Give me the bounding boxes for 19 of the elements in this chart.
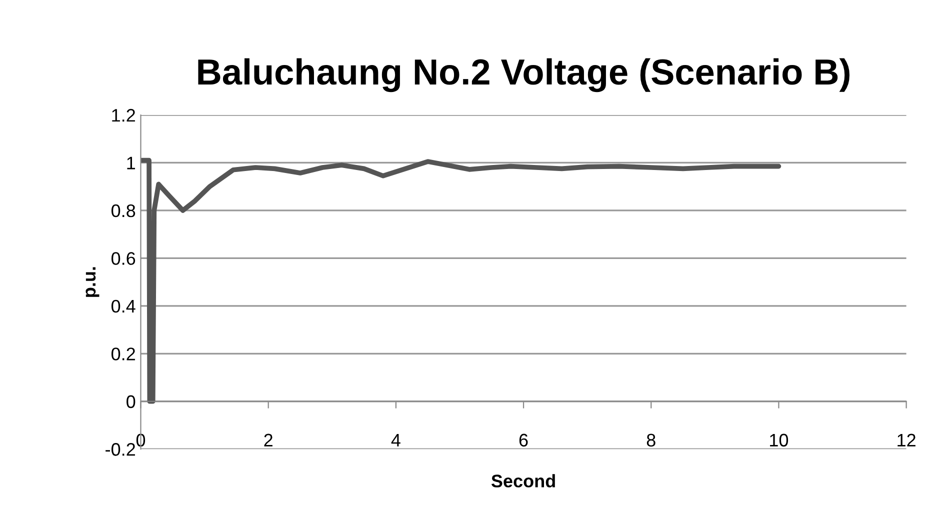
x-tick-label: 12 — [898, 434, 916, 446]
y-tick-label: -0.2 — [106, 443, 135, 456]
x-tick-label: 0 — [136, 434, 146, 447]
y-axis-title: p.u. — [86, 267, 100, 297]
y-tick-label: 0 — [126, 395, 136, 408]
y-tick-label: 0.4 — [111, 300, 136, 313]
y-tick-label: 1.2 — [112, 108, 135, 122]
y-tick-label: 1 — [127, 156, 136, 170]
x-tick-label: 6 — [519, 434, 528, 447]
y-tick-label: 0.8 — [111, 204, 136, 218]
line-series — [140, 158, 782, 404]
y-tick-label: 0.6 — [111, 252, 136, 265]
chart-title: Baluchaung No.2 Voltage (Scenario B) — [198, 58, 850, 92]
x-tick-label: 4 — [391, 434, 400, 446]
y-tick-label: 0.2 — [111, 348, 135, 360]
x-tick-label: 8 — [646, 434, 656, 447]
x-axis-title: Second — [491, 474, 555, 488]
x-tick-label: 10 — [770, 434, 788, 447]
x-tick-label: 2 — [264, 434, 272, 446]
